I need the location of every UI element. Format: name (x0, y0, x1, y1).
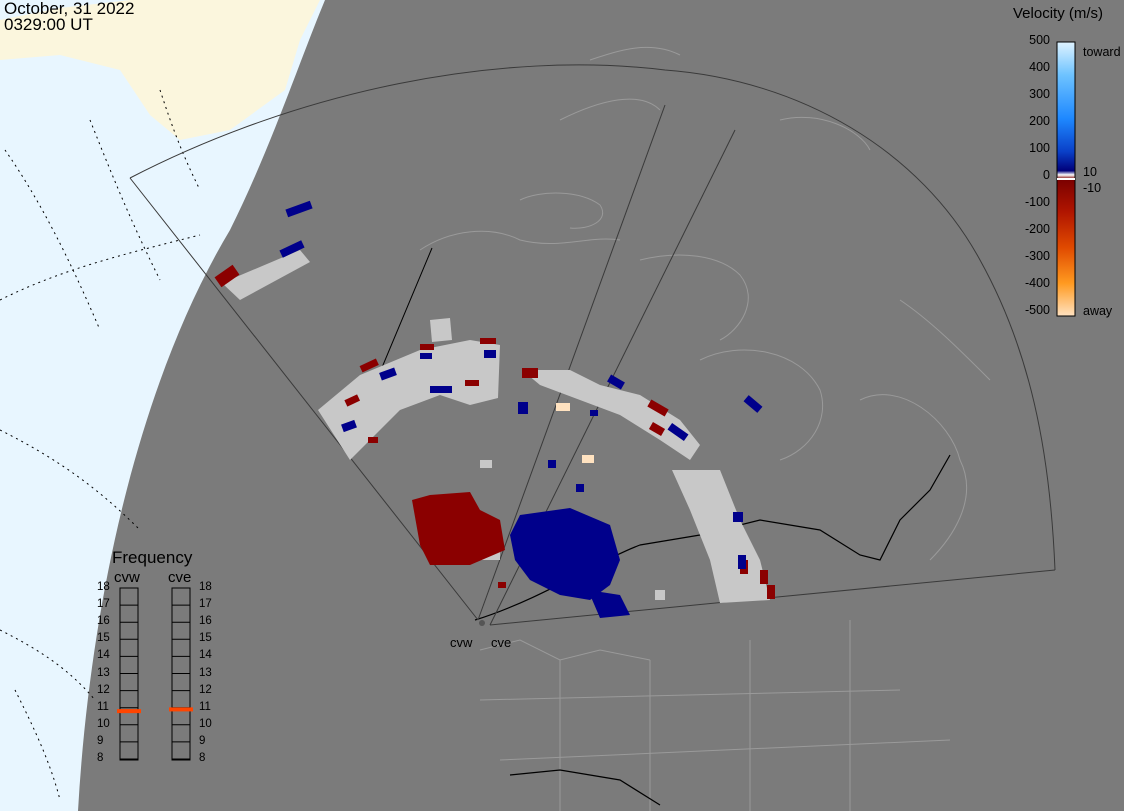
frequency-marker-cvw (117, 709, 141, 714)
coastlines (419, 46, 991, 811)
frequency-tick-right: 9 (199, 734, 206, 747)
frequency-tick-left: 15 (97, 632, 110, 645)
velocity-tick: -300 (1024, 249, 1050, 263)
frequency-tick-right: 15 (199, 632, 212, 645)
velocity-tick: 100 (1029, 141, 1050, 155)
frequency-tick-right: 11 (199, 700, 211, 713)
velocity-low-positive-label: 10 (1083, 165, 1097, 179)
frequency-tick-left: 8 (97, 752, 104, 764)
velocity-tick: 200 (1029, 114, 1050, 128)
frequency-marker-cve (169, 707, 193, 712)
frequency-tick-right: 17 (199, 598, 212, 611)
frequency-tick-left: 11 (97, 700, 109, 713)
frequency-tick-left: 13 (97, 666, 110, 679)
frequency-tick-left: 12 (97, 683, 110, 696)
velocity-tick: -200 (1024, 222, 1050, 236)
radar-label-cvw: cvw (450, 635, 473, 650)
velocity-tick: 0 (1043, 168, 1050, 182)
frequency-tick-right: 12 (199, 683, 212, 696)
frequency-tick-left: 17 (97, 598, 110, 611)
frequency-bars (119, 587, 191, 761)
frequency-tick-right: 16 (199, 615, 212, 628)
frequency-tick-left: 16 (97, 615, 110, 628)
velocity-away-label: away (1083, 304, 1113, 318)
frequency-radar-cvw: cvw (114, 569, 140, 586)
frequency-tick-right: 13 (199, 666, 212, 679)
velocity-tick: -100 (1024, 195, 1050, 209)
toward-scatter (279, 200, 763, 618)
map-date: October, 31 2022 (4, 0, 135, 18)
velocity-tick: 500 (1029, 33, 1050, 47)
velocity-tick: -400 (1024, 276, 1050, 290)
frequency-tick-right: 14 (199, 649, 212, 662)
velocity-tick: 400 (1029, 60, 1050, 74)
away-scatter (214, 264, 775, 599)
frequency-tick-left: 10 (97, 717, 110, 730)
frequency-tick-left: 9 (97, 734, 104, 747)
radar-site-cvw (479, 620, 485, 626)
velocity-legend-title: Velocity (m/s) (1013, 5, 1104, 22)
graticule (0, 89, 201, 801)
velocity-low-negative-label: -10 (1083, 181, 1102, 195)
frequency-tick-left: 14 (97, 649, 110, 662)
frequency-tick-right: 10 (199, 717, 212, 730)
velocity-toward-label: toward (1083, 45, 1121, 59)
radar-label-cve: cve (491, 635, 511, 650)
away-fast-scatter (556, 403, 594, 463)
velocity-tick: 300 (1029, 87, 1050, 101)
frequency-radar-cve: cve (168, 569, 192, 586)
frequency-tick-left: 18 (97, 581, 110, 593)
map-time: 0329:00 UT (4, 15, 93, 34)
us-mexico-border (509, 769, 661, 806)
frequency-tick-right: 18 (199, 581, 212, 593)
sunlit-land (0, 0, 320, 140)
frequency-tick-right: 8 (199, 752, 206, 764)
velocity-tick: -500 (1024, 303, 1050, 317)
frequency-title: Frequency (112, 548, 193, 567)
